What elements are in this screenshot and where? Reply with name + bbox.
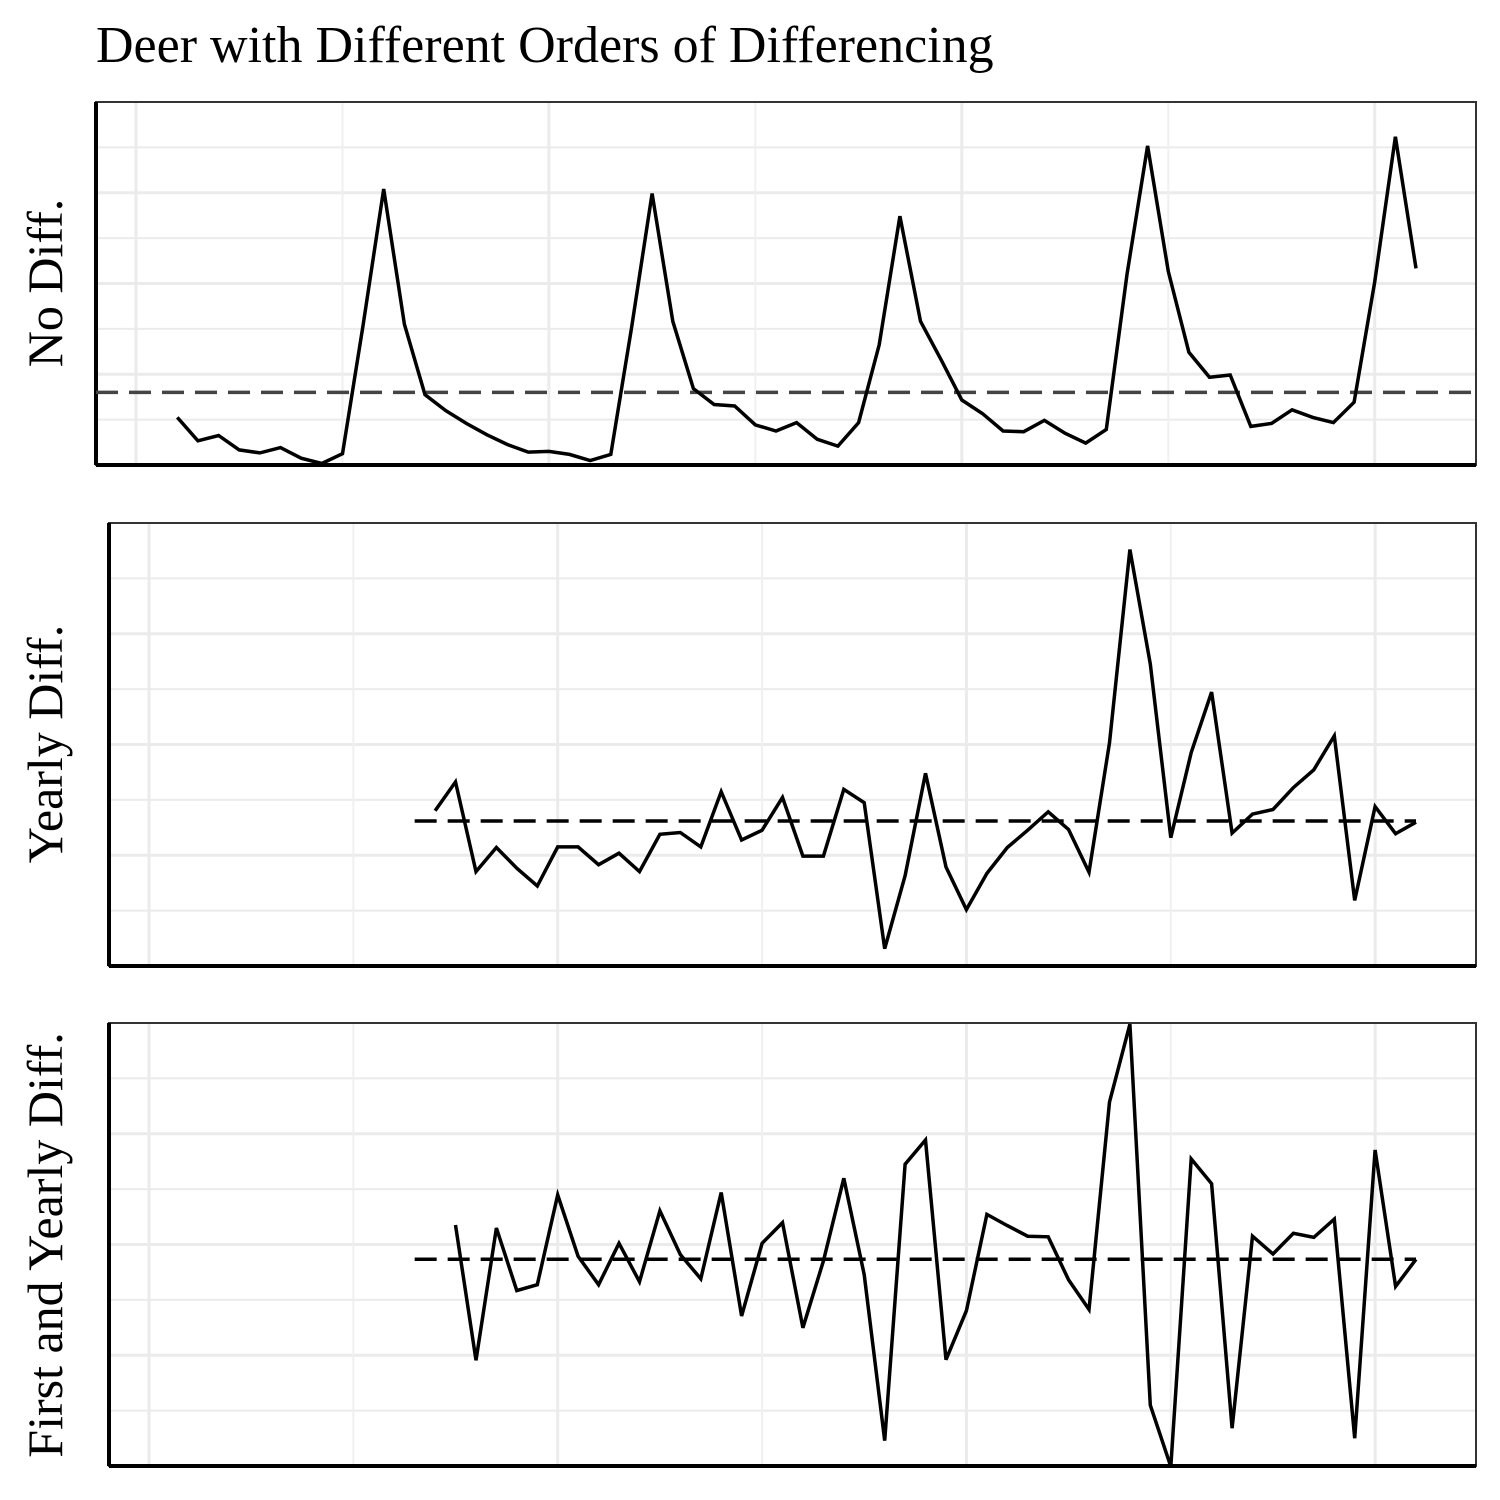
y-axis-label-no-diff: No Diff.	[17, 199, 73, 368]
y-axis-label-yearly-diff: Yearly Diff.	[17, 625, 73, 863]
series-line	[433, 549, 1417, 950]
y-axis-label-first-and-yearly-diff: First and Yearly Diff.	[17, 1032, 73, 1457]
panel-first-and-yearly-diff: First and Yearly Diff.	[17, 1022, 1477, 1468]
panel-no-diff: No Diff.	[17, 101, 1477, 467]
panel-yearly-diff: Yearly Diff.	[17, 522, 1477, 968]
chart-title: Deer with Different Orders of Differenci…	[96, 17, 994, 74]
series-line	[453, 1023, 1418, 1468]
series-line	[175, 136, 1418, 466]
